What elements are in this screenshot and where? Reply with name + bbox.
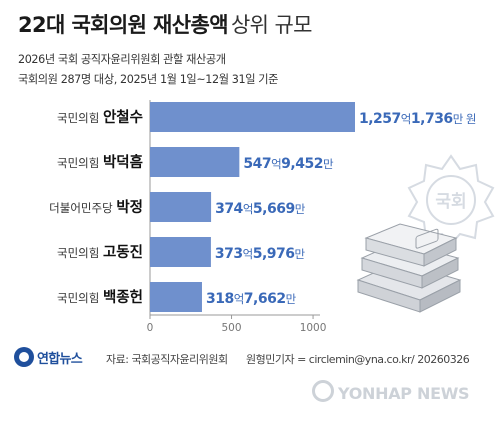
value-eok: 373 xyxy=(215,246,243,262)
member-name: 안철수 xyxy=(103,108,143,126)
value-unit: 만 xyxy=(295,247,306,261)
money-stack-illustration xyxy=(356,223,462,313)
value-unit: 억 xyxy=(243,247,253,261)
value-label: 374억5,669만 xyxy=(215,201,306,217)
x-tick-label: 0 xyxy=(147,322,154,334)
value-eok: 318 xyxy=(206,291,234,307)
bar xyxy=(150,192,212,222)
watermark: YONHAP NEWS xyxy=(338,384,470,403)
title-main: 22대 국회의원 재산총액 xyxy=(18,13,229,37)
bar xyxy=(150,147,240,177)
party-label: 국민의힘 xyxy=(57,111,103,125)
value-label: 373억5,976만 xyxy=(215,246,306,262)
category-label: 국민의힘 고동진 xyxy=(57,244,143,261)
credit-note: 원형민기자 = circlemin@yna.co.kr/ 20260326 xyxy=(246,353,470,366)
value-man: 1,736 xyxy=(411,111,453,127)
party-label: 국민의힘 xyxy=(57,246,103,260)
category-label: 국민의힘 안철수 xyxy=(57,108,143,126)
value-man: 5,669 xyxy=(253,201,295,217)
value-unit: 만 xyxy=(295,202,306,216)
source-note: 자료: 국회공직자윤리위원회 xyxy=(106,353,228,366)
value-label: 1,257억1,736만 원 xyxy=(359,111,476,127)
yonhap-logo-icon xyxy=(14,347,34,367)
bar xyxy=(150,237,211,267)
category-label: 국민의힘 백종헌 xyxy=(57,289,143,306)
value-label: 547억9,452만 xyxy=(243,156,334,172)
member-name: 박정 xyxy=(116,198,143,216)
value-man: 7,662 xyxy=(244,291,286,307)
member-name: 박덕흠 xyxy=(103,153,143,171)
seal-text: 국회 xyxy=(435,192,466,212)
value-label: 318억7,662만 xyxy=(206,291,297,307)
yonhap-logo: 연합뉴스 xyxy=(14,347,83,367)
value-man: 9,452 xyxy=(281,156,323,172)
assembly-seal-illustration: 국회 xyxy=(407,154,495,244)
logo-text: 연합뉴스 xyxy=(37,351,83,367)
x-tick-label: 1000 xyxy=(300,322,327,334)
value-man: 5,976 xyxy=(253,246,295,262)
bar xyxy=(150,102,355,132)
category-label: 국민의힘 박덕흠 xyxy=(57,153,143,171)
value-unit: 만 xyxy=(323,157,334,171)
value-unit: 억 xyxy=(271,157,281,171)
watermark-icon xyxy=(312,380,334,402)
x-tick-label: 500 xyxy=(222,322,242,334)
chart-title: 22대 국회의원 재산총액 상위 규모 xyxy=(18,9,313,39)
footer: 연합뉴스 자료: 국회공직자윤리위원회 원형민기자 = circlemin@yn… xyxy=(14,346,490,370)
value-eok: 1,257 xyxy=(359,111,401,127)
party-label: 더불어민주당 xyxy=(49,201,116,215)
category-label: 더불어민주당 박정 xyxy=(49,198,143,216)
member-name: 백종헌 xyxy=(103,289,143,306)
subtitle-line-1: 2026년 국회 공직자윤리위원회 관할 재산공개 xyxy=(18,53,226,66)
value-unit: 만 xyxy=(286,292,297,306)
party-label: 국민의힘 xyxy=(57,291,103,305)
member-name: 고동진 xyxy=(103,244,143,261)
party-label: 국민의힘 xyxy=(57,156,103,170)
bar xyxy=(150,282,202,312)
subtitle-line-2: 국회의원 287명 대상, 2025년 1월 1일~12월 31일 기준 xyxy=(18,73,279,86)
value-eok: 374 xyxy=(215,201,243,217)
value-unit: 만 원 xyxy=(453,112,476,126)
value-unit: 억 xyxy=(243,202,253,216)
value-unit: 억 xyxy=(401,112,411,126)
value-unit: 억 xyxy=(234,292,244,306)
title-sub: 상위 규모 xyxy=(230,13,313,37)
value-eok: 547 xyxy=(243,156,271,172)
